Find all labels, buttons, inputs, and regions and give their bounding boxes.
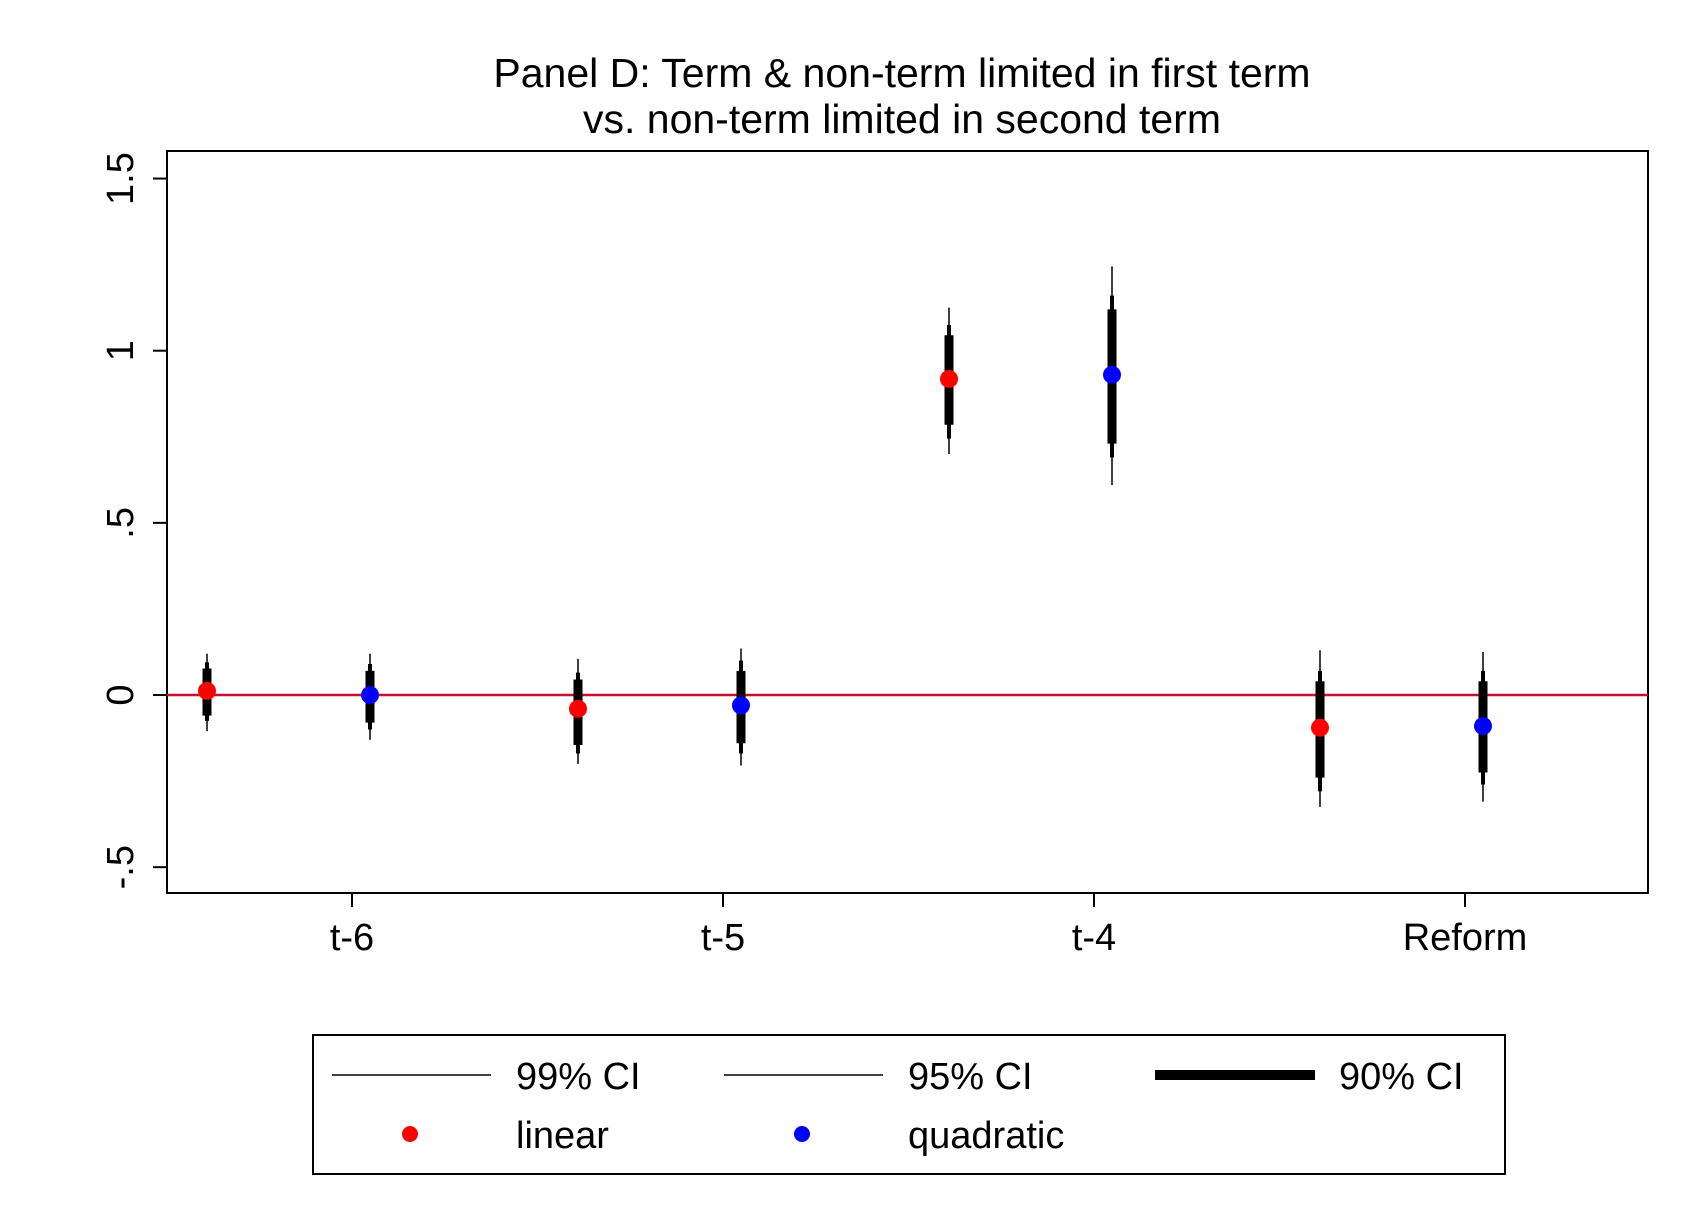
chart-subtitle: vs. non-term limited in second term (583, 96, 1221, 142)
y-tick-label: 1 (100, 340, 142, 361)
x-tick-label: t-5 (701, 917, 745, 959)
quadratic-point (1474, 717, 1492, 736)
legend-label-99ci: 99% CI (516, 1056, 641, 1098)
linear-point (198, 681, 216, 700)
linear-point (940, 369, 958, 388)
y-tick-label: -.5 (100, 845, 142, 889)
linear-point (569, 699, 587, 718)
legend: 99% CI 95% CI 90% CI linear quadratic (312, 1034, 1506, 1175)
legend-key-quadratic (794, 1126, 810, 1142)
x-tick-label: Reform (1403, 917, 1528, 959)
y-axis: 1.51.50-.5 (100, 152, 167, 889)
legend-label-quadratic: quadratic (908, 1115, 1064, 1157)
quadratic-point (361, 686, 379, 705)
linear-point (1311, 718, 1329, 737)
y-tick-label: .5 (100, 507, 142, 539)
plot-marks (198, 266, 1492, 807)
y-tick-label: 0 (100, 684, 142, 705)
x-tick-label: t-6 (330, 917, 374, 959)
y-tick-label: 1.5 (100, 152, 142, 205)
legend-label-95ci: 95% CI (908, 1056, 1033, 1098)
legend-key-linear (402, 1126, 418, 1142)
quadratic-point (732, 696, 750, 715)
quadratic-point (1103, 365, 1121, 384)
legend-box (312, 1034, 1506, 1175)
legend-label-90ci: 90% CI (1339, 1056, 1464, 1098)
legend-label-linear: linear (516, 1115, 609, 1157)
x-axis: t-6 t-5 t-4 Reform (330, 893, 1527, 959)
chart-title: Panel D: Term & non-term limited in firs… (493, 50, 1310, 96)
x-tick-label: t-4 (1072, 917, 1116, 959)
